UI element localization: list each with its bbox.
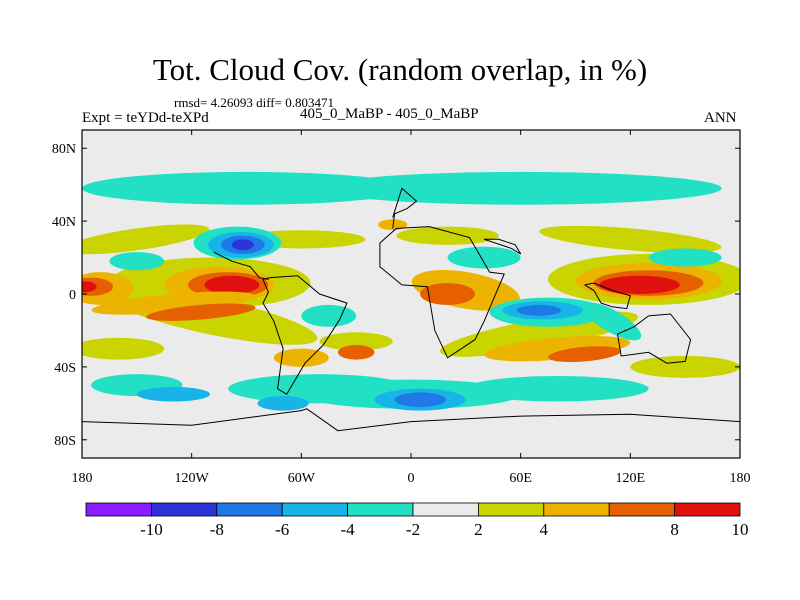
contour-blob: [396, 226, 499, 245]
axis-ticks: 180 120W 60W 0 60E 120E 180 80N 40N 0 40S 80S: [52, 130, 751, 486]
y-tick-label: 40S: [54, 361, 76, 376]
colorbar-label: 4: [540, 520, 549, 539]
contour-blob: [82, 224, 210, 255]
contour-blob: [82, 281, 97, 293]
contour-blob: [394, 392, 446, 407]
coastlines: [82, 187, 740, 432]
x-tick-label: 180: [72, 471, 93, 486]
colorbar-label: -10: [140, 520, 163, 539]
colorbar-label: -8: [210, 520, 224, 539]
contour-blob: [439, 311, 638, 357]
x-tick-label: 120W: [175, 471, 210, 486]
colorbar-box: [608, 502, 676, 517]
colorbar-box: [150, 502, 218, 517]
coastline: [392, 187, 418, 229]
x-tick-label: 180: [730, 471, 751, 486]
coastline: [379, 226, 505, 359]
contour-blob: [146, 303, 256, 321]
contour-blob: [599, 275, 680, 294]
y-tick-label: 40N: [52, 215, 76, 230]
contour-blob: [648, 248, 722, 267]
colorbar-box: [543, 502, 610, 517]
contour-blob: [517, 304, 561, 316]
season-label: ANN: [704, 110, 737, 126]
colorbar-label: 10: [732, 520, 749, 539]
contour-blob: [319, 171, 722, 205]
colorbar-box: [674, 502, 741, 517]
contour-blob: [82, 171, 411, 205]
coastline: [213, 251, 269, 280]
y-tick-label: 0: [69, 288, 76, 303]
colorbar-label: -4: [341, 520, 356, 539]
contour-blob: [136, 386, 210, 402]
colorbar-label: -2: [406, 520, 420, 539]
colorbar-box: [281, 502, 349, 517]
coastline: [82, 408, 740, 432]
contour-blob: [319, 332, 393, 351]
contour-blob: [548, 346, 622, 363]
x-tick-label: 60E: [509, 471, 532, 486]
contour-blob: [420, 283, 475, 305]
y-tick-label: 80S: [54, 434, 76, 449]
colorbar-box: [412, 502, 479, 517]
contour-blob: [583, 302, 642, 341]
contour-blob: [539, 225, 722, 253]
contour-blob: [465, 376, 649, 402]
contour-blob: [82, 337, 165, 360]
y-tick-label: 80N: [52, 142, 76, 157]
contour-blob: [257, 396, 309, 411]
chart-title: Tot. Cloud Cov. (random overlap, in %): [152, 52, 648, 87]
case-label: 405_0_MaBP - 405_0_MaBP: [300, 106, 479, 122]
colorbar-box: [85, 502, 152, 517]
coastline: [483, 238, 522, 255]
contour-blob: [91, 291, 256, 315]
x-tick-label: 120E: [616, 471, 646, 486]
contour-blob: [204, 275, 260, 294]
contour-blob: [630, 355, 740, 378]
stats-text: rmsd= 4.26093 diff= 0.803471: [174, 95, 334, 110]
colorbar-label: 8: [670, 520, 679, 539]
colorbar-box: [347, 502, 414, 517]
x-tick-label: 0: [408, 471, 415, 486]
colorbar-box: [216, 502, 283, 517]
coastline: [584, 282, 631, 310]
contour-blob: [231, 239, 254, 251]
colorbar: -10 -8 -6 -4 -2 2 4 8 10: [85, 502, 749, 539]
contour-blob: [301, 304, 357, 327]
coastline: [617, 313, 692, 364]
x-tick-label: 60W: [288, 471, 316, 486]
contour-blob: [109, 252, 165, 271]
contour-blob: [447, 246, 521, 269]
colorbar-label: 2: [474, 520, 483, 539]
coastline: [262, 275, 348, 395]
colorbar-box: [477, 502, 545, 517]
contour-blob: [337, 345, 375, 360]
colorbar-label: -6: [275, 520, 289, 539]
experiment-label: Expt = teYDd-teXPd: [82, 110, 209, 126]
